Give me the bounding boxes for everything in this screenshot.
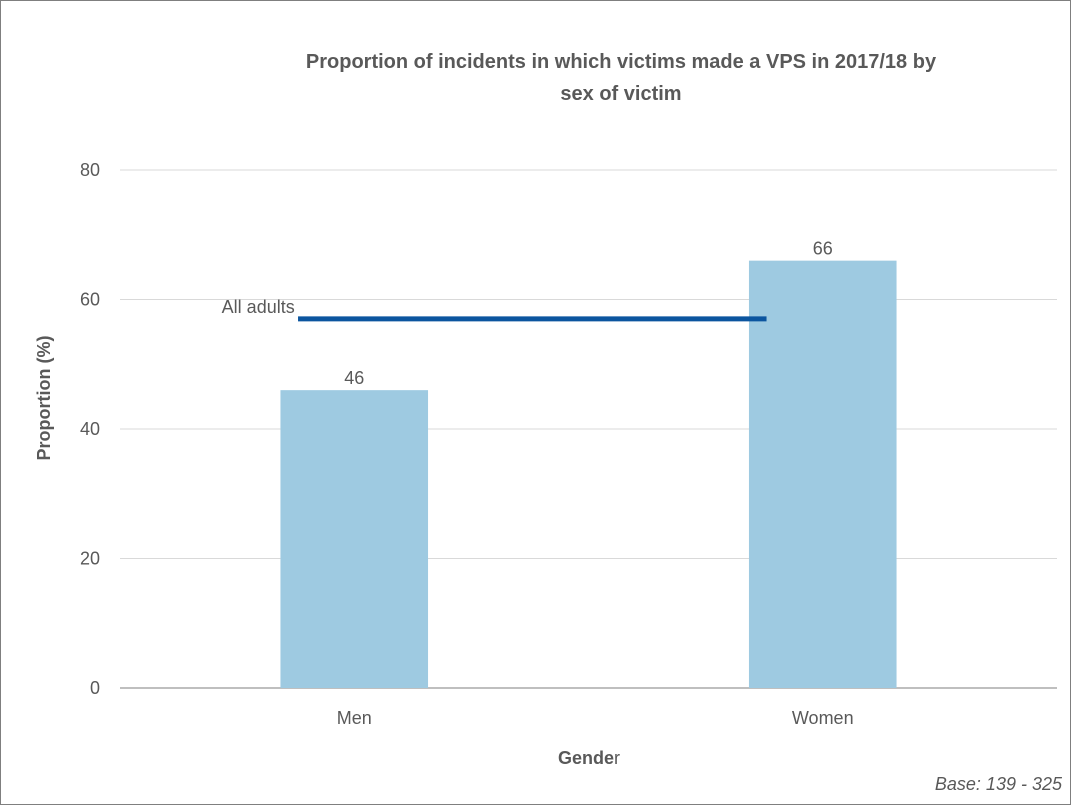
- data-labels: 46 66: [344, 239, 833, 389]
- y-axis-ticks: 0 20 40 60 80: [80, 160, 100, 698]
- x-axis-label-bold-part: Gende: [558, 748, 614, 768]
- x-axis-label: Gender: [558, 748, 620, 768]
- chart-title-line-2: sex of victim: [560, 83, 681, 105]
- bar-men: [280, 390, 429, 688]
- x-axis-label-rest-part: r: [614, 748, 620, 768]
- x-tick-label-men: Men: [337, 708, 372, 728]
- chart-title-line-1: Proportion of incidents in which victims…: [306, 51, 937, 73]
- reference-line-label: All adults: [222, 297, 295, 317]
- x-tick-label-women: Women: [792, 708, 854, 728]
- bars: [280, 260, 897, 688]
- data-label-women: 66: [813, 239, 833, 259]
- y-tick-label-0: 0: [90, 678, 100, 698]
- y-axis-label: Proportion (%): [34, 336, 54, 461]
- y-tick-label-60: 60: [80, 290, 100, 310]
- reference-line-group: All adults: [222, 297, 767, 322]
- y-tick-label-20: 20: [80, 549, 100, 569]
- y-tick-label-40: 40: [80, 419, 100, 439]
- data-label-men: 46: [344, 368, 364, 388]
- y-tick-label-80: 80: [80, 160, 100, 180]
- footnote: Base: 139 - 325: [935, 774, 1063, 794]
- bar-women: [748, 260, 897, 688]
- gridlines: [120, 169, 1057, 689]
- x-axis-ticks: Men Women: [337, 708, 854, 728]
